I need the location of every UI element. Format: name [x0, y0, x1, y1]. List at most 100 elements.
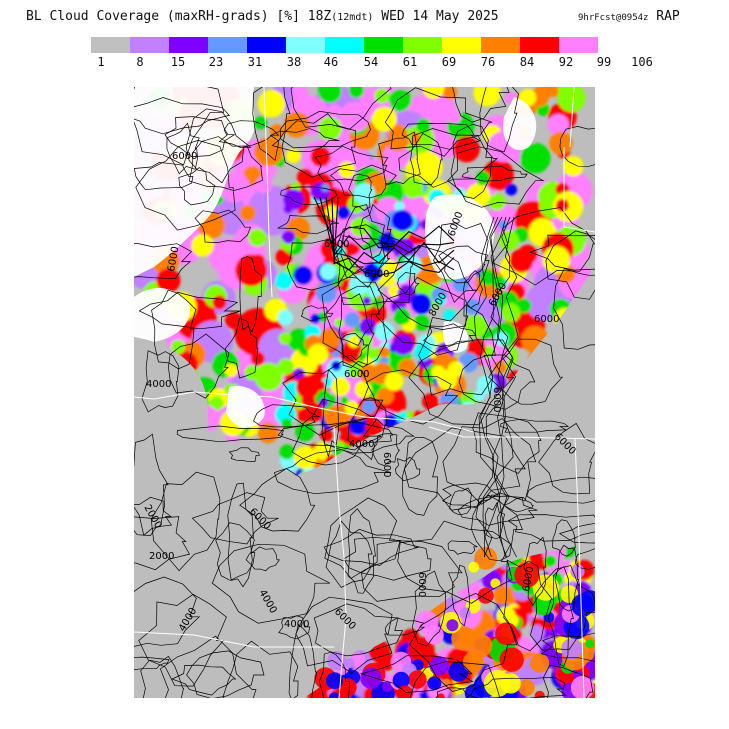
contour-line: [547, 566, 574, 667]
legend-swatch: [481, 37, 520, 53]
legend-label: 38: [286, 55, 302, 69]
contour-line: [478, 216, 499, 558]
contour-line: [178, 167, 216, 206]
cloud-cell: [254, 116, 268, 130]
legend-label: 106: [631, 55, 653, 69]
cloud-cell: [354, 380, 372, 399]
contour-line: [411, 570, 447, 647]
cloud-cell: [328, 692, 340, 698]
legend-label: 8: [136, 55, 144, 69]
contour-line: [134, 516, 191, 571]
legend-label: 69: [441, 55, 457, 69]
title-date: WED 14 May 2025: [373, 9, 499, 24]
cloud-cell: [534, 596, 553, 616]
legend-swatch: [247, 37, 286, 53]
contour-line: [500, 418, 570, 433]
cloud-cell: [392, 334, 414, 356]
contour-line: [507, 514, 595, 542]
cloud-cell: [275, 403, 297, 426]
state-boundary: [569, 87, 575, 148]
contour-line: [313, 196, 455, 249]
contour-line: [375, 276, 469, 356]
contour-line: [134, 87, 225, 166]
contour-line: [435, 687, 470, 698]
contour-line: [252, 87, 291, 162]
cloud-cell: [310, 313, 321, 324]
legend-swatch: [442, 37, 481, 53]
cloud-cell: [413, 314, 430, 331]
contour-line: [540, 632, 595, 662]
contour-line: [433, 222, 490, 303]
contour-line: [384, 87, 493, 157]
contour-line: [469, 676, 568, 698]
contour-line: [371, 433, 401, 466]
cloud-cell: [255, 176, 273, 194]
contour-line: [451, 564, 471, 627]
cloud-cell: [320, 122, 339, 141]
legend-swatch: [403, 37, 442, 53]
contour-line: [538, 422, 595, 495]
legend-label: 15: [170, 55, 186, 69]
cloud-cell: [344, 312, 360, 328]
cloud-cell: [473, 87, 501, 107]
contour-line: [269, 128, 340, 153]
contour-line: [348, 173, 373, 211]
contour-line: [277, 420, 394, 451]
cloud-cell: [387, 124, 408, 144]
contour-line: [314, 145, 389, 182]
contour-line: [401, 436, 439, 516]
contour-line: [558, 522, 595, 544]
cloud-cell: [331, 377, 350, 396]
cloud-cell: [529, 624, 545, 640]
saturated-patch: [134, 287, 190, 342]
cloud-cell: [532, 574, 559, 601]
contour-line: [134, 656, 170, 671]
cloud-cell: [517, 636, 533, 652]
cloud-coverage-map: 6000 6000 6000 4000 6000 6000 6000 4000 8000 6000…: [134, 87, 595, 698]
contour-label: 4000: [284, 619, 309, 630]
contour-line: [324, 497, 401, 579]
cloud-cell: [468, 561, 480, 573]
cloud-cell: [571, 593, 595, 617]
contour-line: [224, 317, 259, 379]
contour-label: 6000: [166, 246, 181, 273]
contour-line: [498, 216, 519, 558]
cloud-cell: [477, 587, 494, 604]
cloud-cell: [212, 295, 227, 310]
contour-line: [330, 164, 397, 199]
state-boundaries: [134, 87, 595, 698]
contour-line: [185, 108, 252, 184]
contour-line: [325, 285, 380, 346]
contour-line: [397, 520, 513, 604]
cloud-cell: [557, 87, 586, 113]
contour-line: [335, 224, 416, 306]
cloud-cell: [279, 444, 295, 460]
contour-line: [171, 664, 237, 696]
cloud-cell: [371, 106, 397, 132]
contour-line: [276, 215, 340, 235]
contour-line: [397, 272, 420, 296]
cloud-cell: [468, 633, 493, 658]
cloud-cell: [275, 272, 293, 291]
cloud-cell: [516, 298, 532, 314]
cloud-cell: [570, 675, 595, 698]
contour-line: [282, 361, 384, 436]
contour-line: [141, 350, 180, 413]
contour-line: [365, 369, 459, 425]
contour-line: [135, 140, 236, 231]
cloud-cell: [248, 228, 267, 247]
contour-line: [239, 256, 262, 333]
cloud-cell: [277, 309, 294, 326]
cloud-cell: [509, 248, 534, 273]
contour-line: [491, 207, 595, 286]
contour-line: [347, 397, 388, 461]
cloud-cell: [374, 321, 394, 341]
cloud-cell: [473, 389, 485, 402]
cloud-cell: [191, 234, 214, 257]
cloud-cell: [534, 690, 545, 698]
contour-line: [529, 234, 595, 271]
contour-line: [450, 124, 492, 199]
contour-line: [449, 487, 472, 515]
contour-label: 6000: [172, 151, 197, 162]
contour-line: [338, 293, 375, 368]
